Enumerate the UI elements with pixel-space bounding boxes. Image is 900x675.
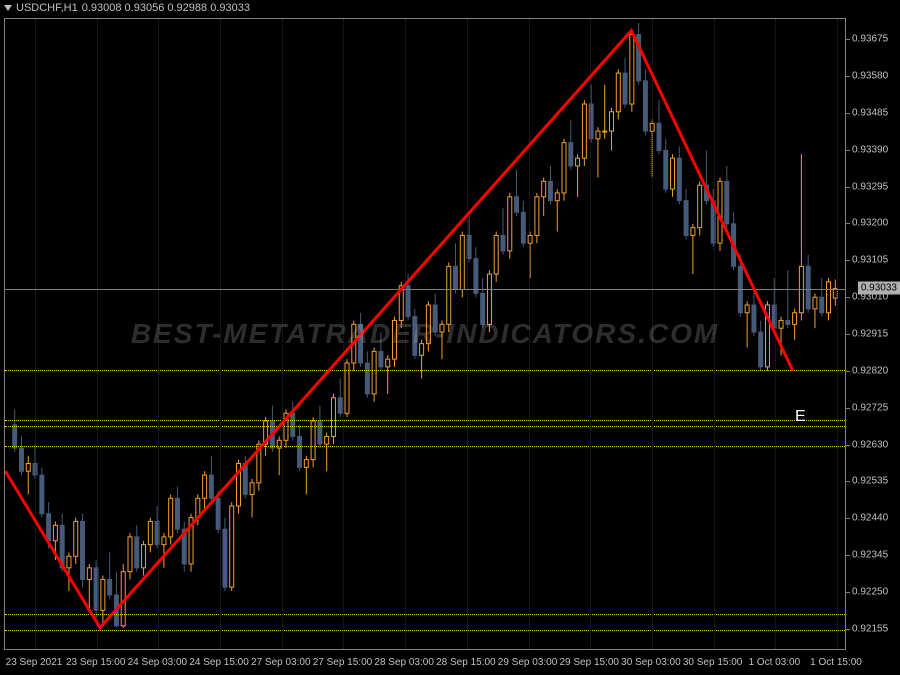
y-tick-label: 0.93675	[852, 34, 888, 45]
y-tick-label: 0.92725	[852, 402, 888, 413]
y-tick-label: 0.92535	[852, 476, 888, 487]
y-tick-label: 0.92155	[852, 623, 888, 634]
x-tick-label: 23 Sep 2021	[6, 657, 63, 668]
x-tick-label: 29 Sep 03:00	[498, 657, 558, 668]
x-tick-label: 30 Sep 15:00	[683, 657, 743, 668]
x-tick-label: 24 Sep 03:00	[128, 657, 188, 668]
trend-line-layer	[5, 19, 845, 649]
current-price-tag: 0.93033	[858, 282, 900, 295]
y-tick-label: 0.92630	[852, 439, 888, 450]
y-tick-label: 0.93580	[852, 71, 888, 82]
x-tick-label: 30 Sep 03:00	[621, 657, 681, 668]
y-tick-label: 0.92345	[852, 550, 888, 561]
y-tick-label: 0.92820	[852, 365, 888, 376]
x-tick-label: 24 Sep 15:00	[189, 657, 249, 668]
x-tick-label: 23 Sep 15:00	[66, 657, 126, 668]
y-tick-label: 0.92915	[852, 329, 888, 340]
x-tick-label: 29 Sep 15:00	[559, 657, 619, 668]
x-tick-label: 27 Sep 15:00	[313, 657, 373, 668]
x-tick-label: 1 Oct 15:00	[810, 657, 862, 668]
y-tick-label: 0.92250	[852, 586, 888, 597]
pattern-label-e: E	[795, 408, 806, 426]
chart-header: USDCHF,H1 0.93008 0.93056 0.92988 0.9303…	[4, 2, 250, 14]
chart-area[interactable]: BEST-METATRADER-INDICATORS.COM E	[4, 18, 846, 650]
ohlc-values: 0.93008 0.93056 0.92988 0.93033	[82, 2, 250, 14]
x-axis: 23 Sep 202123 Sep 15:0024 Sep 03:0024 Se…	[4, 651, 846, 675]
y-tick-label: 0.93390	[852, 144, 888, 155]
y-tick-label: 0.93295	[852, 181, 888, 192]
x-tick-label: 28 Sep 03:00	[374, 657, 434, 668]
y-tick-label: 0.93485	[852, 107, 888, 118]
y-tick-label: 0.93105	[852, 255, 888, 266]
x-tick-label: 1 Oct 03:00	[748, 657, 800, 668]
x-tick-label: 28 Sep 15:00	[436, 657, 496, 668]
x-tick-label: 27 Sep 03:00	[251, 657, 311, 668]
chevron-down-icon	[4, 5, 12, 11]
symbol-label: USDCHF,H1	[16, 2, 78, 14]
y-tick-label: 0.92440	[852, 513, 888, 524]
y-tick-label: 0.93200	[852, 218, 888, 229]
y-axis: 0.92155 0.92250 0.92345 0.92440 0.92535 0.926…	[846, 18, 900, 650]
